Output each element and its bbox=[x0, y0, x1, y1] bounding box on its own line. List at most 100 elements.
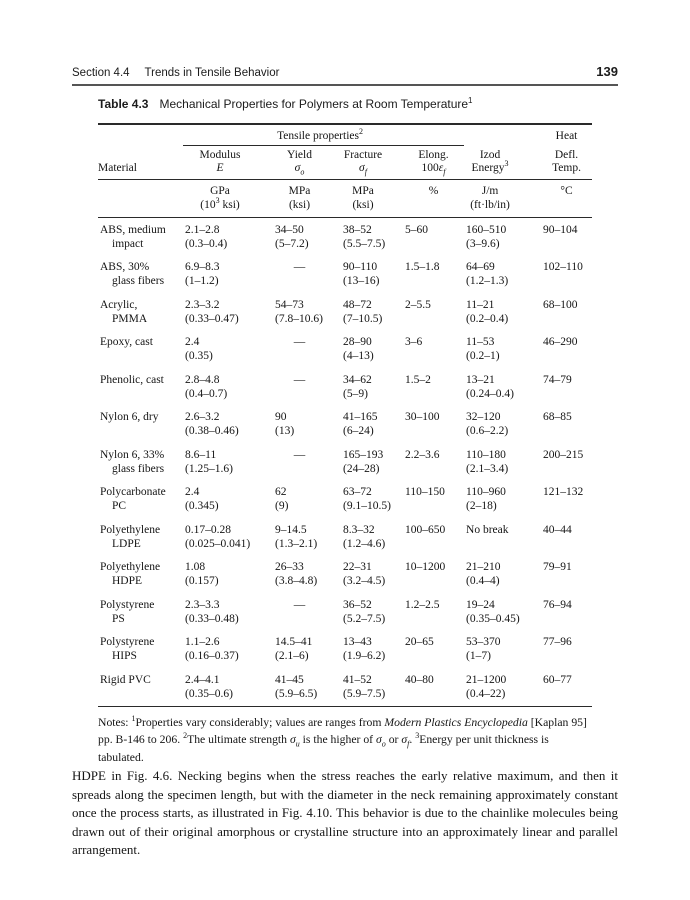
yield-cell: — bbox=[293, 261, 306, 273]
izod-header: Izod bbox=[479, 148, 501, 161]
table-row: Polystyrene HIPS 1.1–2.6 (0.16–0.37) 14.5–… bbox=[98, 631, 592, 669]
fracture-cell: 90–110 (13–16) bbox=[343, 261, 380, 287]
material-cell: Phenolic, cast bbox=[100, 373, 164, 386]
table-label: Table 4.3 bbox=[98, 97, 149, 111]
elong-cell: 10–1200 bbox=[405, 561, 446, 573]
elong-cell: 30–100 bbox=[405, 411, 440, 423]
section-number: Section 4.4 bbox=[72, 67, 130, 79]
table-row: Acrylic, PMMA 2.3–3.2 (0.33–0.47) 54–73 (7.… bbox=[98, 293, 592, 331]
heat-cell: 40–44 bbox=[543, 523, 572, 536]
yield-cell: 26–33 (3.8–4.8) bbox=[275, 561, 318, 587]
yield-cell: 62 (9) bbox=[275, 486, 289, 512]
heat-cell: 68–85 bbox=[543, 411, 572, 423]
fracture-cell: 63–72 (9.1–10.5) bbox=[343, 486, 391, 512]
elong-cell: 3–6 bbox=[405, 336, 423, 348]
heat-cell: 74–79 bbox=[543, 373, 572, 386]
fracture-cell: 41–165 (6–24) bbox=[343, 411, 378, 437]
material-cell: Nylon 6, 33% glass fibers bbox=[100, 448, 165, 475]
tensile-properties-group-header: Tensile properties2 bbox=[183, 123, 465, 146]
table-caption: Table 4.3 Mechanical Properties for Polym… bbox=[98, 97, 592, 112]
table-row: Polycarbonate PC 2.4 (0.345) 62 (9) 63–72 (9… bbox=[98, 481, 592, 519]
izod-cell: 53–370 (1–7) bbox=[466, 636, 501, 662]
running-header: Section 4.4 Trends in Tensile Behavior 13… bbox=[72, 64, 618, 86]
material-cell: Nylon 6, dry bbox=[100, 411, 159, 423]
properties-table: Tensile properties2 Heat Modulus Yield F… bbox=[98, 123, 593, 707]
izod-cell: 11–21 (0.2–0.4) bbox=[466, 298, 509, 325]
elong-cell: 110–150 bbox=[405, 486, 445, 498]
empty-cell bbox=[98, 179, 183, 218]
column-header-row-2: Material E σo σf 100εf Energy3 Temp. bbox=[98, 160, 593, 180]
material-cell: Polycarbonate PC bbox=[100, 486, 166, 512]
material-cell: Epoxy, cast bbox=[100, 336, 153, 348]
elong-units: % bbox=[403, 179, 465, 218]
heat-cell: 46–290 bbox=[543, 336, 578, 348]
table-row: Nylon 6, 33% glass fibers 8.6–11 (1.25–1.6… bbox=[98, 443, 592, 481]
group-header-row: Tensile properties2 Heat bbox=[98, 123, 593, 146]
empty-cell bbox=[98, 123, 183, 146]
table-row: Phenolic, cast 2.8–4.8 (0.4–0.7) — 34–62(… bbox=[98, 368, 592, 406]
material-cell: Polystyrene HIPS bbox=[100, 636, 155, 662]
yield-cell: 14.5–41 (2.1–6) bbox=[275, 636, 313, 662]
izod-cell: 21–1200 (0.4–22) bbox=[464, 668, 542, 707]
fracture-cell: 22–31 (3.2–4.5) bbox=[343, 561, 386, 587]
heat-cell: 68–100 bbox=[543, 298, 578, 311]
table-title-text: Mechanical Properties for Polymers at Ro… bbox=[159, 97, 469, 111]
elong-cell: 100–650 bbox=[405, 523, 446, 536]
section-title: Trends in Tensile Behavior bbox=[144, 67, 280, 79]
yield-cell: — bbox=[293, 336, 306, 348]
yield-cell: — bbox=[293, 598, 306, 611]
fracture-units: MPa (ksi) bbox=[341, 179, 403, 218]
fracture-header: Fracture bbox=[343, 149, 383, 161]
yield-cell: 9–14.5 (1.3–2.1) bbox=[275, 523, 318, 550]
table-row: Rigid PVC 2.4–4.1 (0.35–0.6) 41–45 (5.9–6.… bbox=[98, 668, 593, 707]
elong-cell: 20–65 bbox=[405, 636, 434, 648]
note1-ref: 1 bbox=[131, 713, 136, 723]
modulus-cell: 2.4 (0.345) bbox=[185, 486, 219, 512]
yield-cell: 41–45 (5.9–6.5) bbox=[273, 668, 341, 707]
body-paragraph: HDPE in Fig. 4.6. Necking begins when th… bbox=[72, 768, 618, 857]
table-row: Polyethylene HDPE 1.08 (0.157) 26–33 (3.8–4… bbox=[98, 556, 592, 594]
material-cell: Acrylic, PMMA bbox=[100, 298, 148, 325]
modulus-cell: 6.9–8.3 (1–1.2) bbox=[185, 261, 220, 287]
heat-header-line2: Defl. bbox=[554, 148, 579, 161]
yield-units: MPa (ksi) bbox=[273, 179, 341, 218]
modulus-cell: 2.4 (0.35) bbox=[185, 336, 213, 362]
fracture-cell: 165–193 (24–28) bbox=[343, 448, 384, 475]
heat-header-line3: Temp. bbox=[541, 162, 593, 180]
table-row: Polystyrene PS 2.3–3.3 (0.33–0.48) — 36–52… bbox=[98, 593, 592, 631]
modulus-units: GPa (103 ksi) bbox=[183, 179, 273, 218]
modulus-symbol: E bbox=[183, 162, 273, 180]
tensile-note-ref: 2 bbox=[358, 127, 363, 137]
fracture-cell: 28–90 (4–13) bbox=[343, 336, 374, 362]
column-header-row-1: Modulus Yield Fracture Elong. Izod Defl. bbox=[98, 146, 592, 163]
fracture-cell: 8.3–32 (1.2–4.6) bbox=[343, 523, 386, 550]
material-cell: Polyethylene HDPE bbox=[100, 561, 161, 587]
elong-symbol: 100εf bbox=[403, 162, 465, 180]
modulus-header: Modulus bbox=[199, 149, 241, 161]
yield-symbol: σo bbox=[273, 162, 341, 180]
izod-cell: 19–24 (0.35–0.45) bbox=[466, 598, 520, 625]
modulus-cell: 2.3–3.3 (0.33–0.48) bbox=[185, 598, 239, 625]
fracture-cell: 38–52 (5.5–7.5) bbox=[343, 223, 386, 250]
fracture-cell: 34–62 (5–9) bbox=[343, 373, 372, 400]
material-cell: Polyethylene LDPE bbox=[100, 523, 161, 550]
elong-cell: 1.5–2 bbox=[405, 373, 431, 386]
heat-cell: 121–132 bbox=[543, 486, 584, 498]
note3-ref: 3 bbox=[415, 731, 420, 741]
heat-cell: 102–110 bbox=[543, 261, 583, 273]
elong-header: Elong. bbox=[418, 149, 449, 161]
source-title: Modern Plastics Encyclopedia bbox=[384, 715, 528, 729]
elong-cell: 40–80 bbox=[403, 668, 465, 707]
units-row: GPa (103 ksi) MPa (ksi) MPa (ksi) % J/m (ft·… bbox=[98, 179, 593, 218]
heat-cell: 79–91 bbox=[543, 561, 572, 573]
izod-cell: 110–960 (2–18) bbox=[466, 486, 506, 512]
table-block: Table 4.3 Mechanical Properties for Polym… bbox=[98, 97, 593, 766]
table-row: Nylon 6, dry 2.6–3.2 (0.38–0.46) 90 (13) 4… bbox=[98, 406, 592, 444]
izod-cell: 32–120 (0.6–2.2) bbox=[466, 411, 509, 437]
modulus-cell: 1.1–2.6 (0.16–0.37) bbox=[185, 636, 239, 662]
modulus-cell: 2.8–4.8 (0.4–0.7) bbox=[185, 373, 228, 400]
heat-cell: 90–104 bbox=[543, 223, 578, 236]
modulus-cell: 2.4–4.1 (0.35–0.6) bbox=[183, 668, 273, 707]
fracture-symbol: σf bbox=[341, 162, 403, 180]
